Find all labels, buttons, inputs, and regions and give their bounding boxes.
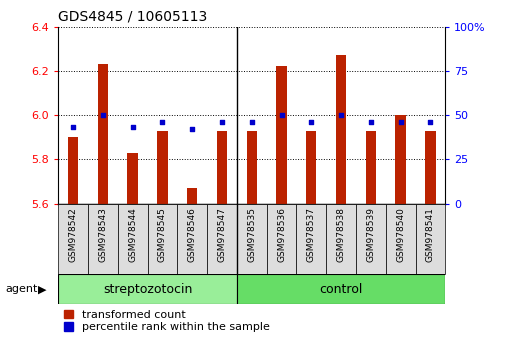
- Text: GSM978536: GSM978536: [276, 207, 285, 262]
- Bar: [276, 67, 286, 204]
- Point: [218, 119, 226, 125]
- Bar: [187, 188, 197, 204]
- Text: control: control: [319, 283, 362, 296]
- Point: [188, 126, 196, 132]
- Text: GSM978543: GSM978543: [98, 207, 107, 262]
- Point: [69, 125, 77, 130]
- FancyBboxPatch shape: [296, 204, 326, 274]
- FancyBboxPatch shape: [415, 204, 444, 274]
- Text: streptozotocin: streptozotocin: [103, 283, 192, 296]
- Bar: [127, 153, 137, 204]
- Text: GDS4845 / 10605113: GDS4845 / 10605113: [58, 9, 207, 23]
- Bar: [97, 64, 108, 204]
- Point: [366, 119, 374, 125]
- Bar: [68, 137, 78, 204]
- Text: GSM978545: GSM978545: [158, 207, 167, 262]
- FancyBboxPatch shape: [118, 204, 147, 274]
- Text: GSM978539: GSM978539: [366, 207, 375, 262]
- Point: [336, 112, 344, 118]
- Text: GSM978537: GSM978537: [306, 207, 315, 262]
- FancyBboxPatch shape: [88, 204, 118, 274]
- FancyBboxPatch shape: [58, 204, 88, 274]
- Legend: transformed count, percentile rank within the sample: transformed count, percentile rank withi…: [64, 310, 269, 332]
- FancyBboxPatch shape: [355, 204, 385, 274]
- Text: GSM978538: GSM978538: [336, 207, 345, 262]
- Bar: [216, 131, 227, 204]
- FancyBboxPatch shape: [207, 204, 236, 274]
- Point: [277, 112, 285, 118]
- FancyBboxPatch shape: [326, 204, 355, 274]
- Bar: [306, 131, 316, 204]
- Point: [396, 119, 404, 125]
- FancyBboxPatch shape: [177, 204, 207, 274]
- FancyBboxPatch shape: [236, 274, 444, 304]
- Text: agent: agent: [5, 284, 37, 295]
- Point: [98, 112, 107, 118]
- Point: [247, 119, 256, 125]
- FancyBboxPatch shape: [58, 274, 236, 304]
- FancyBboxPatch shape: [266, 204, 296, 274]
- Point: [158, 119, 166, 125]
- Text: GSM978535: GSM978535: [247, 207, 256, 262]
- Text: GSM978544: GSM978544: [128, 207, 137, 262]
- Bar: [157, 131, 167, 204]
- FancyBboxPatch shape: [147, 204, 177, 274]
- Bar: [335, 55, 345, 204]
- Text: GSM978542: GSM978542: [69, 207, 77, 262]
- FancyBboxPatch shape: [236, 204, 266, 274]
- Bar: [246, 131, 257, 204]
- Text: GSM978541: GSM978541: [425, 207, 434, 262]
- Bar: [365, 131, 375, 204]
- Text: GSM978540: GSM978540: [395, 207, 405, 262]
- Text: ▶: ▶: [38, 284, 46, 295]
- Bar: [394, 115, 405, 204]
- Bar: [424, 131, 435, 204]
- Text: GSM978547: GSM978547: [217, 207, 226, 262]
- FancyBboxPatch shape: [385, 204, 415, 274]
- Text: GSM978546: GSM978546: [187, 207, 196, 262]
- Point: [128, 125, 136, 130]
- Point: [426, 119, 434, 125]
- Point: [307, 119, 315, 125]
